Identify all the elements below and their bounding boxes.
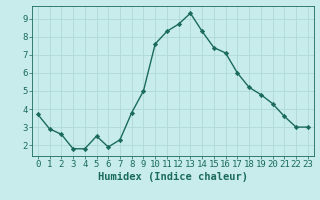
X-axis label: Humidex (Indice chaleur): Humidex (Indice chaleur) — [98, 172, 248, 182]
